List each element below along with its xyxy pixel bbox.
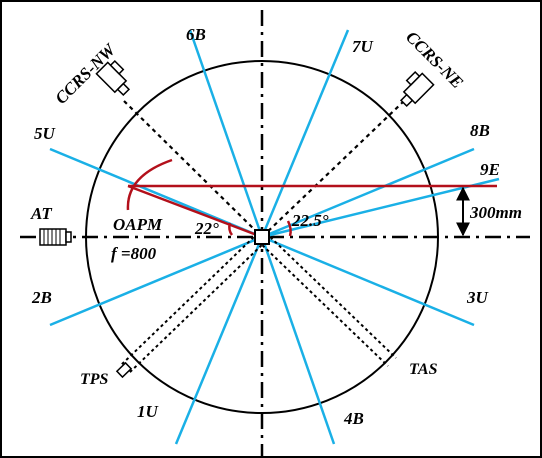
label-at: AT [30,204,52,223]
label-300mm: 300mm [469,203,522,222]
label-1u: 1U [137,402,159,421]
ccrs-nw-line [123,100,263,238]
oapm-mirror-arc [126,158,173,211]
label-tps: TPS [80,371,109,388]
label-3u: 3U [466,288,489,307]
ccrs-nw-camera-icon [95,59,131,97]
tas-line [257,232,397,367]
label-angle-22: 22° [194,219,219,238]
label-7u: 7U [352,37,374,56]
label-4b: 4B [343,409,364,428]
ccrs-lines [123,100,405,238]
angle-arc-22 [228,222,234,236]
label-8b: 8B [470,121,490,140]
label-focal-length: f =800 [111,244,157,263]
tps-line [115,232,267,379]
ccrs-ne-camera-icon [399,70,435,108]
tps-end-cap [115,361,133,379]
target-box [254,229,270,245]
angle-arc-22-5 [286,220,292,237]
label-2b: 2B [31,288,52,307]
laser-focus-line [127,184,263,239]
label-tas: TAS [409,361,438,378]
label-9e: 9E [480,160,500,179]
label-5u: 5U [34,124,56,143]
ccrs-ne-line [261,100,405,238]
label-6b: 6B [186,25,206,44]
label-oapm: OAPM [113,215,163,234]
laser-path [126,158,497,239]
at-icon [39,228,72,246]
label-angle-22-5: 22.5° [291,211,329,230]
